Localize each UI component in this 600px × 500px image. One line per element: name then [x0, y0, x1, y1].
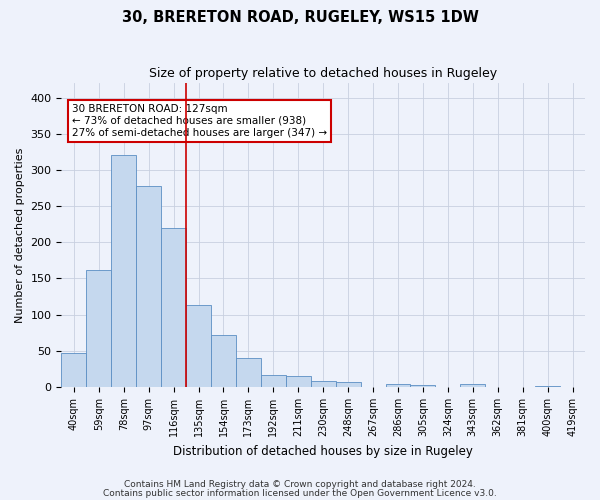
Text: Contains HM Land Registry data © Crown copyright and database right 2024.: Contains HM Land Registry data © Crown c…	[124, 480, 476, 489]
Text: Contains public sector information licensed under the Open Government Licence v3: Contains public sector information licen…	[103, 490, 497, 498]
Bar	[460, 384, 485, 387]
Bar	[386, 384, 410, 387]
Bar	[286, 376, 311, 387]
Bar	[261, 376, 286, 387]
Bar	[311, 380, 335, 387]
Text: 30 BRERETON ROAD: 127sqm
← 73% of detached houses are smaller (938)
27% of semi-: 30 BRERETON ROAD: 127sqm ← 73% of detach…	[72, 104, 327, 138]
Y-axis label: Number of detached properties: Number of detached properties	[15, 148, 25, 323]
Bar	[211, 335, 236, 387]
Bar	[136, 186, 161, 387]
X-axis label: Distribution of detached houses by size in Rugeley: Distribution of detached houses by size …	[173, 444, 473, 458]
Bar	[335, 382, 361, 387]
Title: Size of property relative to detached houses in Rugeley: Size of property relative to detached ho…	[149, 68, 497, 80]
Text: 30, BRERETON ROAD, RUGELEY, WS15 1DW: 30, BRERETON ROAD, RUGELEY, WS15 1DW	[122, 10, 478, 25]
Bar	[186, 306, 211, 387]
Bar	[111, 156, 136, 387]
Bar	[86, 270, 111, 387]
Bar	[61, 353, 86, 387]
Bar	[535, 386, 560, 387]
Bar	[161, 228, 186, 387]
Bar	[236, 358, 261, 387]
Bar	[410, 385, 436, 387]
